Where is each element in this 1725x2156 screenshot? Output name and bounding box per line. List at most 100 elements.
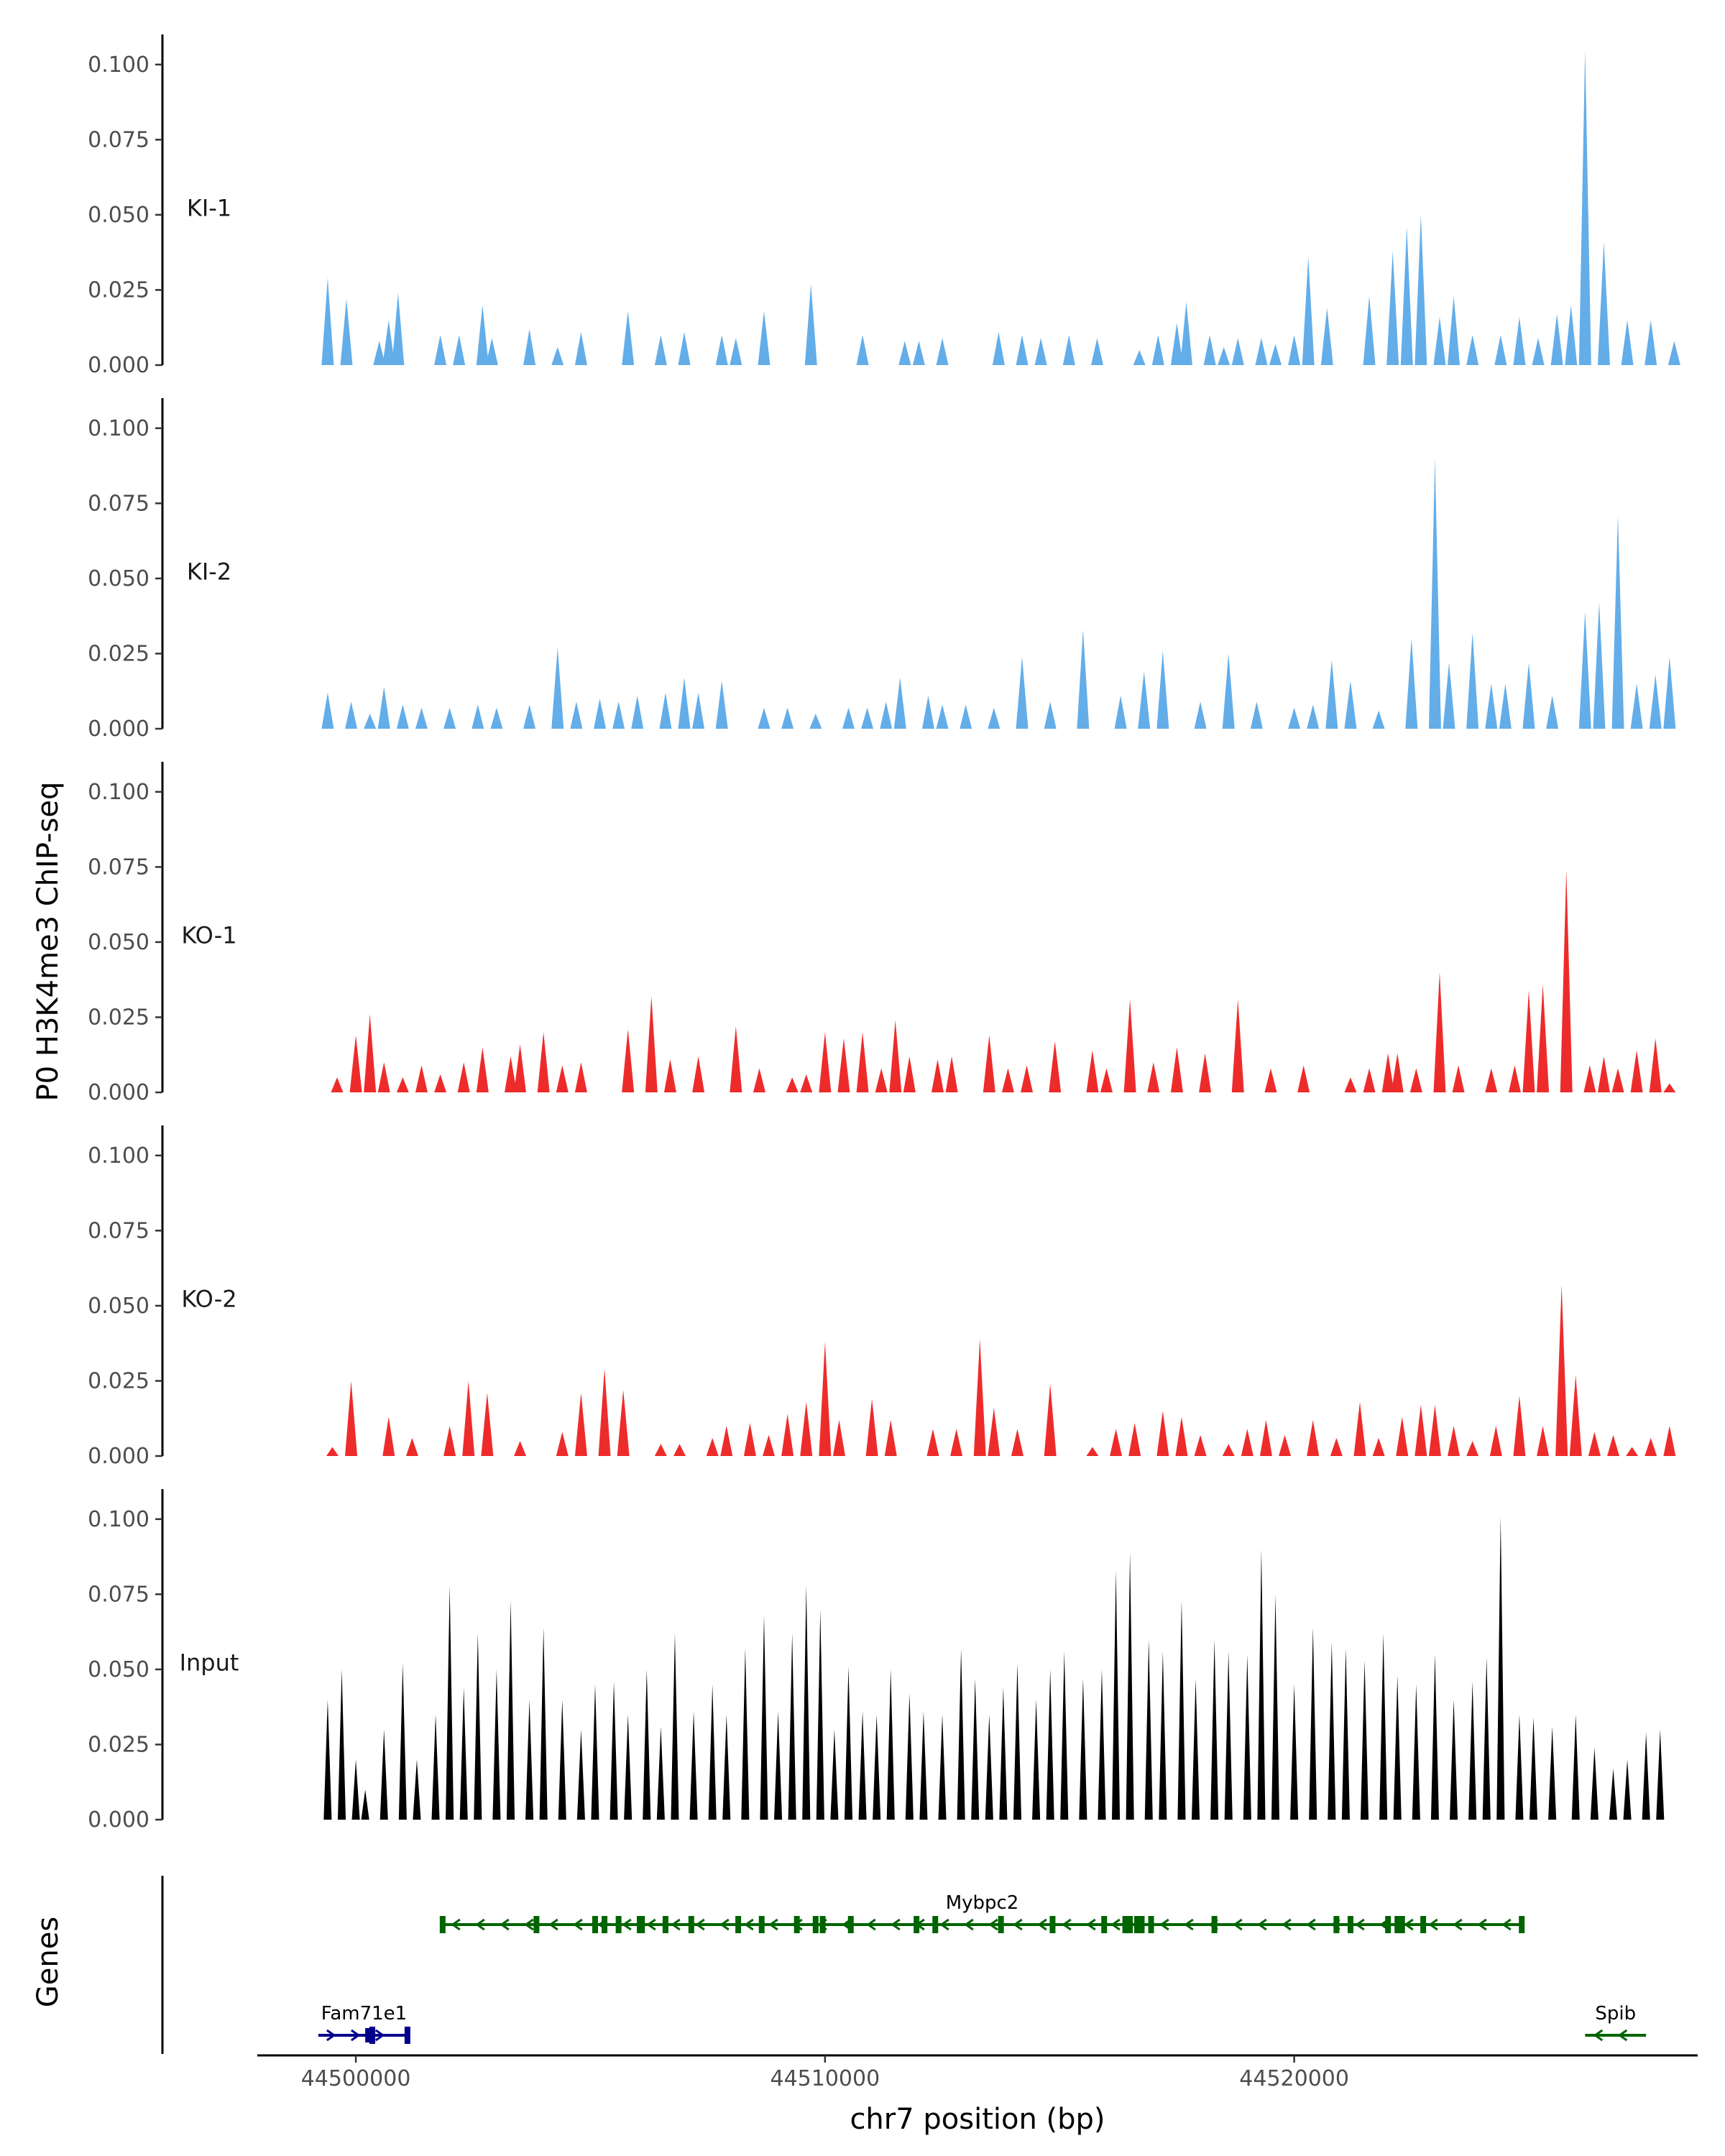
signal-peak [760,1615,768,1820]
signal-peak [1077,630,1090,729]
signal-peak [1001,1068,1014,1092]
y-tick-label: 0.000 [88,1807,150,1833]
signal-peak [610,1681,618,1820]
signal-peak [1144,1639,1153,1820]
signal-peak [1466,1441,1479,1456]
signal-peak [1288,335,1301,365]
signal-peak [1578,611,1591,729]
signal-peak [715,681,728,729]
signal-peak [1513,1396,1526,1456]
strand-arrow [475,1918,485,1931]
track-label: KI-2 [187,558,231,586]
y-tick-label: 0.050 [88,566,150,591]
signal-peak [556,1432,569,1456]
strand-arrow [1184,1918,1194,1931]
signal-peak [832,1419,845,1456]
signal-peak [1123,999,1136,1092]
signal-peak [1126,1552,1134,1820]
strand-arrow [451,1918,461,1931]
signal-peak [405,1437,418,1456]
y-tick-label: 0.075 [88,1582,150,1607]
strand-arrow [524,1918,534,1931]
strand-arrow [1404,1918,1414,1931]
signal-peak [1353,1401,1366,1456]
track-input: 0.100 0.075 0.050 0.025 0.000 Input [88,1489,1665,1833]
signal-peak [1433,317,1446,365]
signal-peak [1546,696,1559,729]
signal-peak [1210,1639,1219,1820]
signal-peak [804,284,817,365]
signal-peak [673,1444,686,1456]
signal-peak [1151,335,1164,365]
exon [404,2027,410,2044]
signal-peak [1297,1065,1310,1092]
exon [758,1916,765,1933]
signal-peak [631,696,644,729]
signal-peak [1231,999,1244,1092]
strand-arrow [573,1918,583,1931]
signal-peak [1086,1447,1099,1456]
signal-peak [1250,701,1263,729]
signal-peak [1090,338,1103,365]
signal-peak [816,1609,824,1820]
signal-peak [472,704,484,729]
strand-arrow [1159,1918,1169,1931]
signal-peak [1114,696,1127,729]
signal-peak [551,346,564,365]
signal-peak [819,1342,832,1456]
signal-peak [345,701,358,729]
signal-peak [415,1065,428,1092]
signal-peak [1550,313,1563,365]
signal-peak [505,1056,517,1092]
signal-peak [1222,653,1235,729]
signal-peak [1079,1678,1087,1820]
signal-peak [671,1633,679,1820]
signal-peak [856,335,869,365]
signal-peak [800,1074,813,1092]
signal-peak [1609,1768,1618,1820]
track-label: KI-1 [187,195,231,222]
signal-peak [802,1585,811,1820]
strand-arrow [646,1918,656,1931]
signal-peak [858,1711,867,1820]
signal-peak [1644,1437,1657,1456]
signal-peak [1100,1068,1113,1092]
signal-peak [1264,1068,1277,1092]
signal-peak [551,648,564,729]
signal-peak [1450,1699,1458,1820]
exon [639,1916,645,1933]
signal-peak [337,1669,346,1820]
signal-peak [1499,683,1512,729]
signal-peak [1611,1068,1624,1092]
signal-peak [1430,1654,1439,1820]
signal-peak [988,707,1000,729]
signal-peak [1593,602,1606,729]
signal-peak [462,1381,475,1456]
exon [662,1916,668,1933]
signal-peak [558,1699,566,1820]
signal-peak [364,714,377,729]
signal-peak [481,1393,494,1456]
strand-arrow [1257,1918,1267,1931]
signal-peak [1597,1056,1610,1092]
y-tick-label: 0.075 [88,854,150,880]
y-tick-label: 0.100 [88,52,150,78]
signal-peak [1428,458,1441,729]
signal-peak [377,1062,390,1092]
exon [1519,1916,1525,1933]
signal-peak [377,686,390,729]
signal-peak [1257,1549,1266,1820]
signal-peak [1013,1663,1022,1820]
signal-peak [537,1032,550,1092]
signal-peak [659,692,672,729]
signal-peak [364,1014,377,1092]
genes-layer: Mybpc2 Fam71e1 Spib [161,1876,1647,2054]
signal-peak [539,1627,548,1820]
signal-peak [1448,295,1460,365]
signal-peak [837,1038,850,1092]
signal-peak [380,1729,388,1820]
signal-peak [689,1711,698,1820]
exon [1101,1916,1108,1933]
signal-peak [1443,663,1455,729]
strand-arrow [1355,1918,1365,1931]
